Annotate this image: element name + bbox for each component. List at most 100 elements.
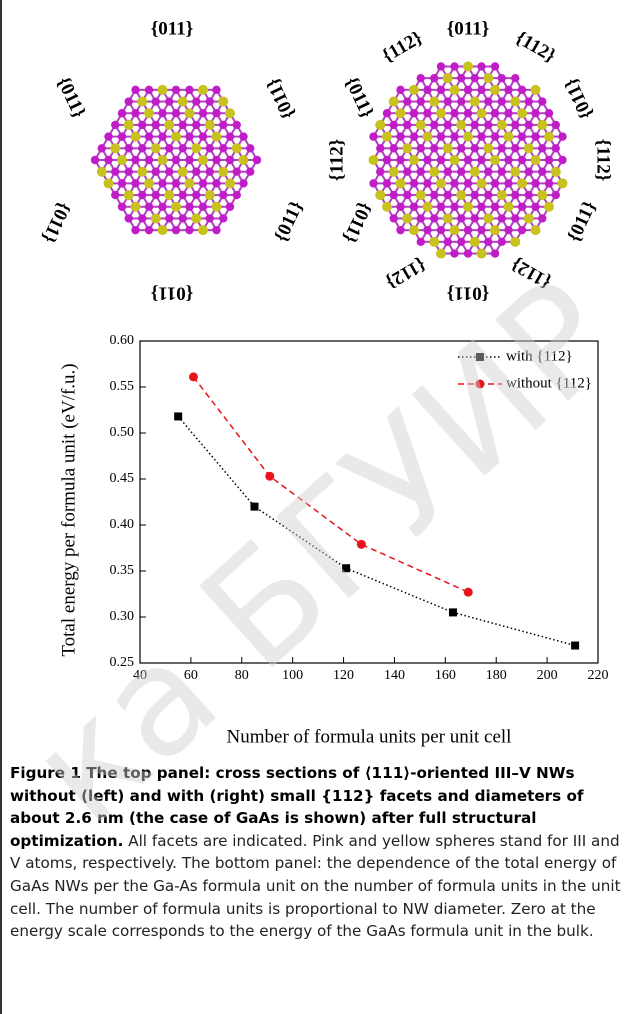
atom <box>389 144 398 153</box>
atom <box>171 201 181 212</box>
atom <box>117 155 127 165</box>
atom <box>497 97 506 106</box>
atom <box>443 167 452 176</box>
y-tick-label: 0.50 <box>110 425 135 440</box>
atom <box>164 119 175 130</box>
atom <box>111 167 120 176</box>
atom <box>490 179 500 188</box>
marker <box>250 502 259 511</box>
atom <box>416 144 425 153</box>
y-tick-label: 0.45 <box>110 471 135 486</box>
atom <box>470 190 479 200</box>
atom <box>212 109 221 118</box>
atom <box>544 179 554 188</box>
atom <box>137 166 148 177</box>
atom <box>517 108 527 119</box>
atom <box>158 179 167 188</box>
atom <box>476 248 487 259</box>
atom <box>232 120 241 130</box>
marker <box>476 353 484 361</box>
atom <box>246 144 255 153</box>
atom <box>225 155 235 165</box>
y-tick-label: 0.30 <box>110 609 135 624</box>
atom <box>138 120 147 130</box>
atom <box>151 190 160 200</box>
atom <box>423 155 432 165</box>
border-line <box>0 0 2 1014</box>
series-line <box>192 376 469 593</box>
atom <box>490 202 500 211</box>
atom <box>205 167 214 176</box>
facet-label: {112} <box>593 139 614 181</box>
atom <box>544 131 554 142</box>
atom <box>530 84 541 95</box>
atom <box>396 202 405 211</box>
atom <box>517 155 527 165</box>
atom <box>177 166 188 177</box>
atom <box>131 179 140 188</box>
atom <box>497 144 506 153</box>
x-tick-label: 60 <box>184 668 198 683</box>
atom <box>430 190 439 200</box>
facet-label: {112} <box>508 253 555 292</box>
atom <box>232 167 241 176</box>
atom <box>477 132 486 141</box>
atom <box>416 97 425 106</box>
atom <box>457 73 466 83</box>
atom <box>144 108 154 119</box>
atom <box>463 225 473 235</box>
atom <box>192 97 201 106</box>
atom <box>457 97 466 106</box>
atom <box>388 96 399 107</box>
x-tick-label: 220 <box>588 668 609 683</box>
atom <box>212 85 221 95</box>
atom <box>396 155 405 165</box>
atom <box>178 144 187 153</box>
atom <box>517 132 527 141</box>
atom <box>470 120 479 130</box>
atom <box>450 109 459 118</box>
atom <box>212 155 221 165</box>
atom <box>436 62 446 71</box>
atom <box>124 214 133 223</box>
atom <box>531 179 540 188</box>
marker <box>448 608 457 617</box>
atom <box>151 97 160 106</box>
atom <box>232 190 241 200</box>
atom <box>456 119 467 130</box>
atom <box>430 144 439 153</box>
atom <box>511 190 520 200</box>
atom <box>117 202 127 211</box>
atom <box>185 202 194 211</box>
atom <box>144 132 154 141</box>
atom <box>497 73 506 83</box>
atom <box>376 167 385 176</box>
atom <box>422 201 433 212</box>
atom <box>151 167 160 176</box>
atom <box>538 214 547 223</box>
atom <box>171 225 181 235</box>
atom <box>375 190 386 201</box>
atom <box>490 155 500 165</box>
atom <box>239 132 248 141</box>
atom <box>104 132 113 141</box>
atom <box>165 144 174 153</box>
atom <box>402 143 413 154</box>
atom <box>490 62 500 71</box>
atom <box>537 119 548 130</box>
atom <box>450 202 459 211</box>
atom <box>476 178 487 189</box>
marker <box>475 379 485 389</box>
atom <box>225 108 235 119</box>
facet-label: {011} <box>38 199 75 246</box>
atom <box>463 109 473 118</box>
atom <box>544 155 554 165</box>
atom <box>470 144 479 153</box>
atom <box>204 119 215 130</box>
atom <box>523 143 534 154</box>
atom <box>375 119 386 130</box>
atom <box>524 97 533 106</box>
atom <box>110 143 121 154</box>
atom <box>184 108 195 119</box>
atom <box>469 236 480 247</box>
